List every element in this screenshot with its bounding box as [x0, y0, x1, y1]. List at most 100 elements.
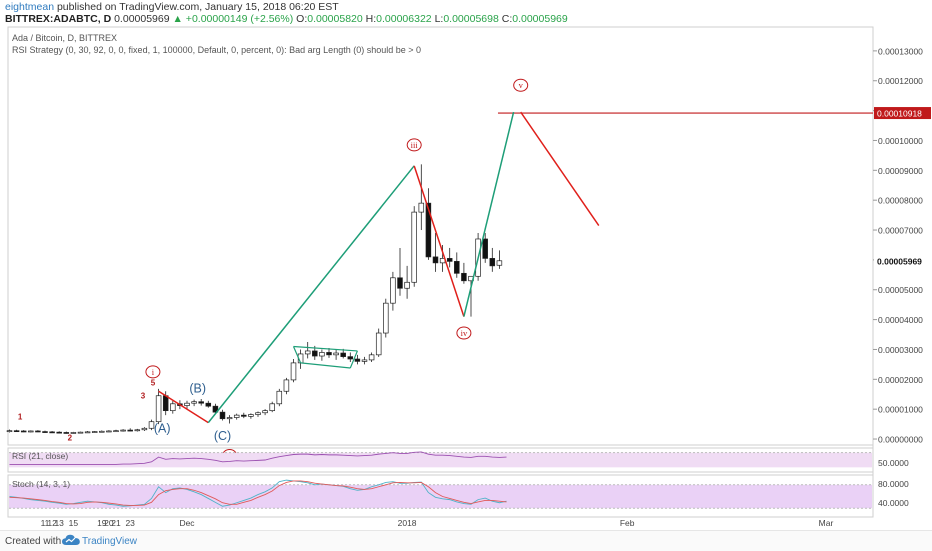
candle-body: [262, 410, 268, 414]
x-tick-label: 13: [54, 518, 64, 528]
low-value: 0.00005698: [443, 13, 499, 25]
chart-canvas[interactable]: 0.000130000.000120000.000110000.00010000…: [0, 0, 932, 530]
y-tick-label: 0.00012000: [878, 76, 923, 86]
candle-body: [425, 202, 432, 258]
candle-body: [28, 430, 34, 433]
candle-body: [347, 356, 354, 360]
chart-subtitle: RSI Strategy (0, 30, 92, 0, 0, fixed, 1,…: [12, 45, 421, 55]
candle-body: [354, 358, 361, 362]
resistance-price-label: 0.00010918: [877, 109, 922, 119]
candle-body: [127, 429, 133, 432]
stoch-label: Stoch (14, 3, 1): [12, 479, 70, 489]
wave-label: iv: [461, 328, 468, 338]
wave-label: (C): [214, 429, 231, 443]
x-tick-label: 15: [69, 518, 79, 528]
y-tick-label: 0.00008000: [878, 196, 923, 206]
wave-label: 2: [68, 434, 73, 443]
candle-body: [113, 430, 119, 433]
elliott-wave-line: [520, 111, 600, 226]
x-tick-label: Dec: [179, 518, 195, 528]
candle-body: [63, 432, 70, 434]
candle-body: [49, 431, 55, 434]
publish-text: published on TradingView.com, January 15…: [56, 1, 339, 13]
x-tick-label: 23: [125, 518, 135, 528]
x-tick-label: 21: [111, 518, 121, 528]
y-tick-label: 0.00000000: [878, 435, 923, 445]
candle-body: [319, 352, 325, 357]
stoch-band: [9, 484, 872, 509]
candle-body: [269, 403, 275, 412]
candle-body: [255, 412, 261, 415]
low-label: L:: [434, 13, 444, 25]
candle-body: [84, 431, 91, 434]
candle-body: [461, 272, 467, 282]
wave-label: 5: [151, 378, 156, 387]
y-tick-label: 0.00007000: [878, 226, 923, 236]
candle-body: [184, 402, 190, 406]
close-label: C:: [501, 13, 513, 25]
candle-body: [191, 401, 197, 404]
candle-body: [198, 401, 204, 404]
candle-body: [361, 359, 368, 362]
candle-body: [496, 260, 503, 266]
candle-body: [106, 430, 112, 433]
symbol-label: BITTREX:ADABTC, D: [5, 13, 112, 25]
candle-body: [170, 403, 176, 412]
y-tick-label: 0.00005000: [878, 285, 923, 295]
elliott-wave-line: [207, 165, 415, 424]
rsi-line: [9, 451, 507, 465]
candle-body: [162, 395, 169, 412]
y-tick-label: 0.00009000: [878, 166, 923, 176]
tradingview-brand[interactable]: TradingView: [82, 536, 138, 547]
candle-body: [418, 202, 425, 213]
candle-body: [432, 256, 439, 264]
wave-label-circle: [406, 138, 422, 152]
candle-body: [35, 430, 41, 433]
rsi-label: RSI (21, close): [12, 451, 68, 461]
candle-body: [141, 427, 148, 431]
x-tick-label: 2018: [398, 518, 417, 528]
wave-label-circle: [456, 326, 472, 340]
channel-line: [292, 346, 302, 364]
publish-info: eightmean published on TradingView.com, …: [5, 1, 339, 13]
tradingview-cloud-icon: [62, 534, 80, 549]
candle-body: [205, 402, 212, 407]
candle-body: [304, 350, 311, 355]
candle-body: [390, 277, 396, 304]
last-price-tag: [874, 254, 931, 267]
stoch-tick-label: 40.0000: [878, 498, 909, 508]
candle-body: [368, 354, 375, 361]
x-tick-label: 12: [47, 518, 57, 528]
wave-label: (B): [189, 381, 206, 395]
y-tick-label: 0.00003000: [878, 345, 923, 355]
candle-body: [397, 277, 403, 289]
rsi-band: [9, 452, 872, 468]
candle-body: [248, 414, 254, 417]
footer-bar: Created with TradingView: [0, 530, 932, 551]
candle-body: [6, 430, 13, 433]
candle-body: [226, 417, 233, 420]
wave-label: iii: [411, 140, 419, 150]
stoch-d-line: [9, 480, 507, 506]
main-pane-frame: [7, 26, 874, 446]
candle-body: [312, 350, 318, 357]
wave-label: i: [152, 367, 155, 377]
price-change: ▲ +0.00000149 (+2.56%): [172, 13, 294, 25]
y-tick-label: 0.00013000: [878, 46, 923, 56]
candle-body: [233, 414, 240, 418]
y-tick-label: 0.00004000: [878, 315, 923, 325]
x-tick-label: 11: [41, 518, 50, 528]
open-label: O:: [296, 13, 308, 25]
close-value: 0.00005969: [512, 13, 568, 25]
elliott-wave-line: [158, 390, 209, 424]
candle-body: [241, 414, 247, 417]
y-tick-label: 0.00010000: [878, 136, 923, 146]
author-link[interactable]: eightmean: [5, 1, 55, 13]
candle-body: [134, 429, 141, 432]
elliott-wave-line: [413, 165, 465, 317]
elliott-wave-line: [463, 111, 515, 317]
candle-body: [70, 432, 77, 434]
x-tick-label: Feb: [620, 518, 635, 528]
high-value: 0.00006322: [376, 13, 432, 25]
candle-body: [99, 430, 105, 433]
